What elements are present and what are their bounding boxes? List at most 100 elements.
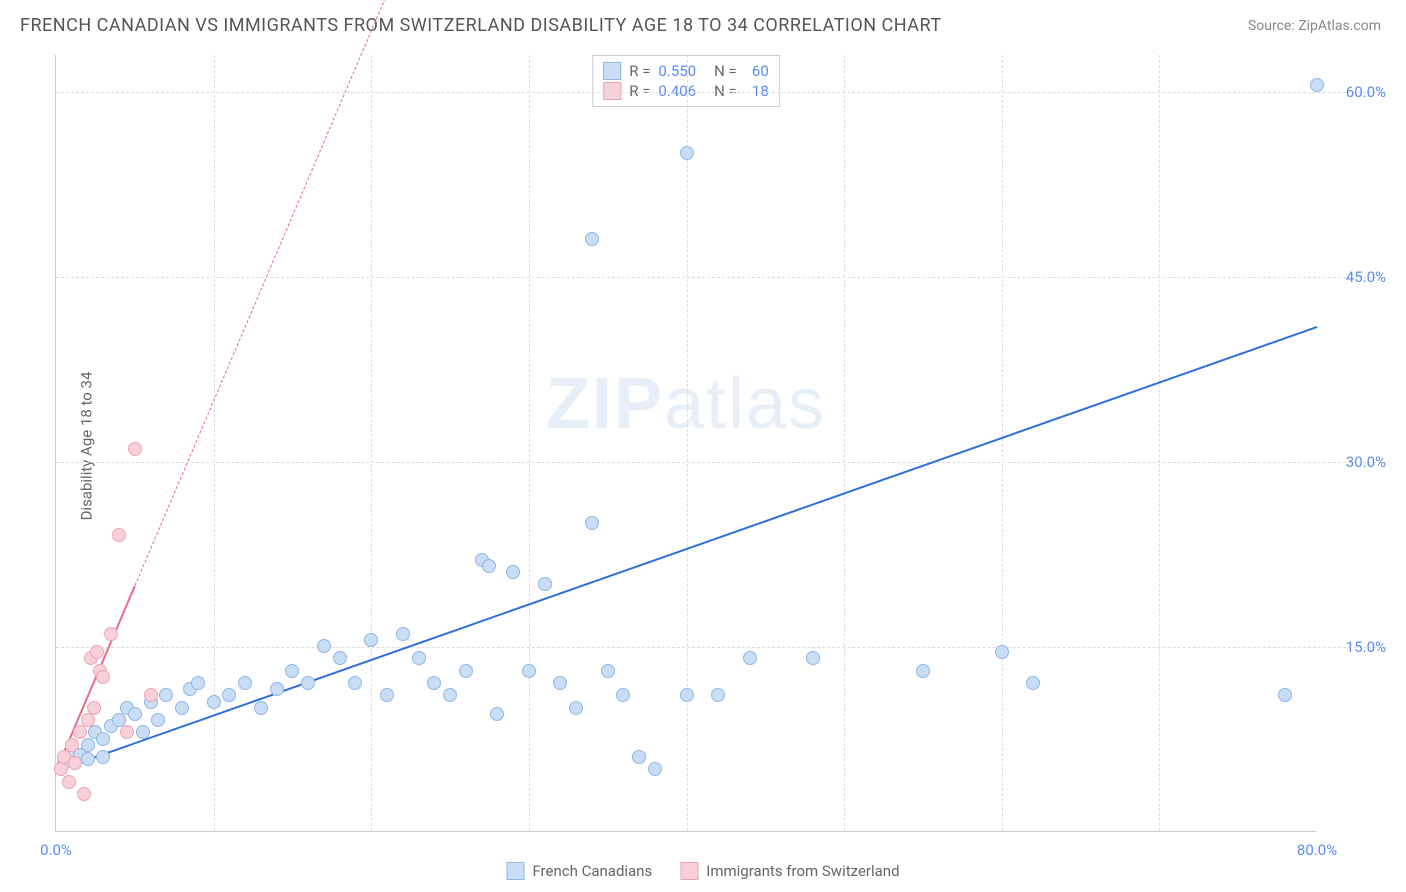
data-point bbox=[77, 787, 91, 801]
data-point bbox=[96, 732, 110, 746]
data-point bbox=[585, 516, 599, 530]
r-label: R = bbox=[629, 62, 650, 80]
legend-label: Immigrants from Switzerland bbox=[706, 862, 899, 880]
chart-title: FRENCH CANADIAN VS IMMIGRANTS FROM SWITZ… bbox=[20, 15, 942, 36]
y-tick-label: 45.0% bbox=[1346, 268, 1386, 286]
y-tick-label: 60.0% bbox=[1346, 83, 1386, 101]
data-point bbox=[104, 627, 118, 641]
data-point bbox=[144, 688, 158, 702]
data-point bbox=[68, 756, 82, 770]
data-point bbox=[90, 645, 104, 659]
data-point bbox=[81, 752, 95, 766]
data-point bbox=[254, 701, 268, 715]
data-point bbox=[159, 688, 173, 702]
data-point bbox=[569, 701, 583, 715]
legend-swatch bbox=[603, 62, 621, 80]
data-point bbox=[380, 688, 394, 702]
data-point bbox=[317, 639, 331, 653]
data-point bbox=[1026, 676, 1040, 690]
data-point bbox=[806, 651, 820, 665]
data-point bbox=[459, 664, 473, 678]
legend-swatch bbox=[603, 82, 621, 100]
y-tick-label: 15.0% bbox=[1346, 638, 1386, 656]
data-point bbox=[151, 713, 165, 727]
data-point bbox=[482, 559, 496, 573]
data-point bbox=[680, 146, 694, 160]
trend-line-extrapolated bbox=[134, 0, 450, 586]
gridline-v bbox=[687, 55, 688, 831]
data-point bbox=[285, 664, 299, 678]
r-value: 0.550 bbox=[658, 62, 696, 80]
gridline-v bbox=[1159, 55, 1160, 831]
data-point bbox=[222, 688, 236, 702]
data-point bbox=[120, 725, 134, 739]
data-point bbox=[128, 707, 142, 721]
data-point bbox=[87, 701, 101, 715]
data-point bbox=[506, 565, 520, 579]
data-point bbox=[112, 528, 126, 542]
gridline-v bbox=[529, 55, 530, 831]
chart-header: FRENCH CANADIAN VS IMMIGRANTS FROM SWITZ… bbox=[0, 0, 1406, 46]
legend-item: Immigrants from Switzerland bbox=[680, 862, 899, 880]
data-point bbox=[96, 670, 110, 684]
legend-item: French Canadians bbox=[506, 862, 652, 880]
series-legend: French Canadians Immigrants from Switzerl… bbox=[506, 862, 899, 880]
data-point bbox=[128, 442, 142, 456]
data-point bbox=[680, 688, 694, 702]
data-point bbox=[238, 676, 252, 690]
data-point bbox=[443, 688, 457, 702]
r-value: 0.406 bbox=[658, 82, 696, 100]
data-point bbox=[81, 738, 95, 752]
data-point bbox=[136, 725, 150, 739]
data-point bbox=[65, 738, 79, 752]
scatter-chart: ZIPatlas R =0.550N =60R =0.406N =18 15.0… bbox=[55, 55, 1316, 832]
data-point bbox=[490, 707, 504, 721]
data-point bbox=[348, 676, 362, 690]
source-label: Source: ZipAtlas.com bbox=[1248, 18, 1381, 34]
legend-label: French Canadians bbox=[532, 862, 652, 880]
data-point bbox=[73, 725, 87, 739]
y-tick-label: 30.0% bbox=[1346, 453, 1386, 471]
data-point bbox=[396, 627, 410, 641]
data-point bbox=[301, 676, 315, 690]
data-point bbox=[601, 664, 615, 678]
data-point bbox=[364, 633, 378, 647]
data-point bbox=[916, 664, 930, 678]
data-point bbox=[711, 688, 725, 702]
data-point bbox=[743, 651, 757, 665]
data-point bbox=[632, 750, 646, 764]
legend-swatch bbox=[506, 862, 524, 880]
gridline-h bbox=[56, 647, 1386, 648]
n-label: N = bbox=[714, 62, 737, 80]
data-point bbox=[648, 762, 662, 776]
x-tick-label: 0.0% bbox=[40, 841, 72, 859]
x-tick-label: 80.0% bbox=[1297, 841, 1337, 859]
data-point bbox=[175, 701, 189, 715]
data-point bbox=[616, 688, 630, 702]
data-point bbox=[427, 676, 441, 690]
gridline-h bbox=[56, 277, 1386, 278]
data-point bbox=[412, 651, 426, 665]
data-point bbox=[585, 232, 599, 246]
data-point bbox=[270, 682, 284, 696]
gridline-v bbox=[1002, 55, 1003, 831]
data-point bbox=[1278, 688, 1292, 702]
gridline-v bbox=[844, 55, 845, 831]
data-point bbox=[995, 645, 1009, 659]
data-point bbox=[1310, 78, 1324, 92]
legend-swatch bbox=[680, 862, 698, 880]
n-value: 18 bbox=[745, 82, 769, 100]
data-point bbox=[553, 676, 567, 690]
data-point bbox=[81, 713, 95, 727]
data-point bbox=[62, 775, 76, 789]
gridline-v bbox=[371, 55, 372, 831]
n-value: 60 bbox=[745, 62, 769, 80]
data-point bbox=[333, 651, 347, 665]
gridline-h bbox=[56, 92, 1386, 93]
data-point bbox=[538, 577, 552, 591]
data-point bbox=[191, 676, 205, 690]
r-label: R = bbox=[629, 82, 650, 100]
data-point bbox=[207, 695, 221, 709]
gridline-h bbox=[56, 462, 1386, 463]
data-point bbox=[96, 750, 110, 764]
